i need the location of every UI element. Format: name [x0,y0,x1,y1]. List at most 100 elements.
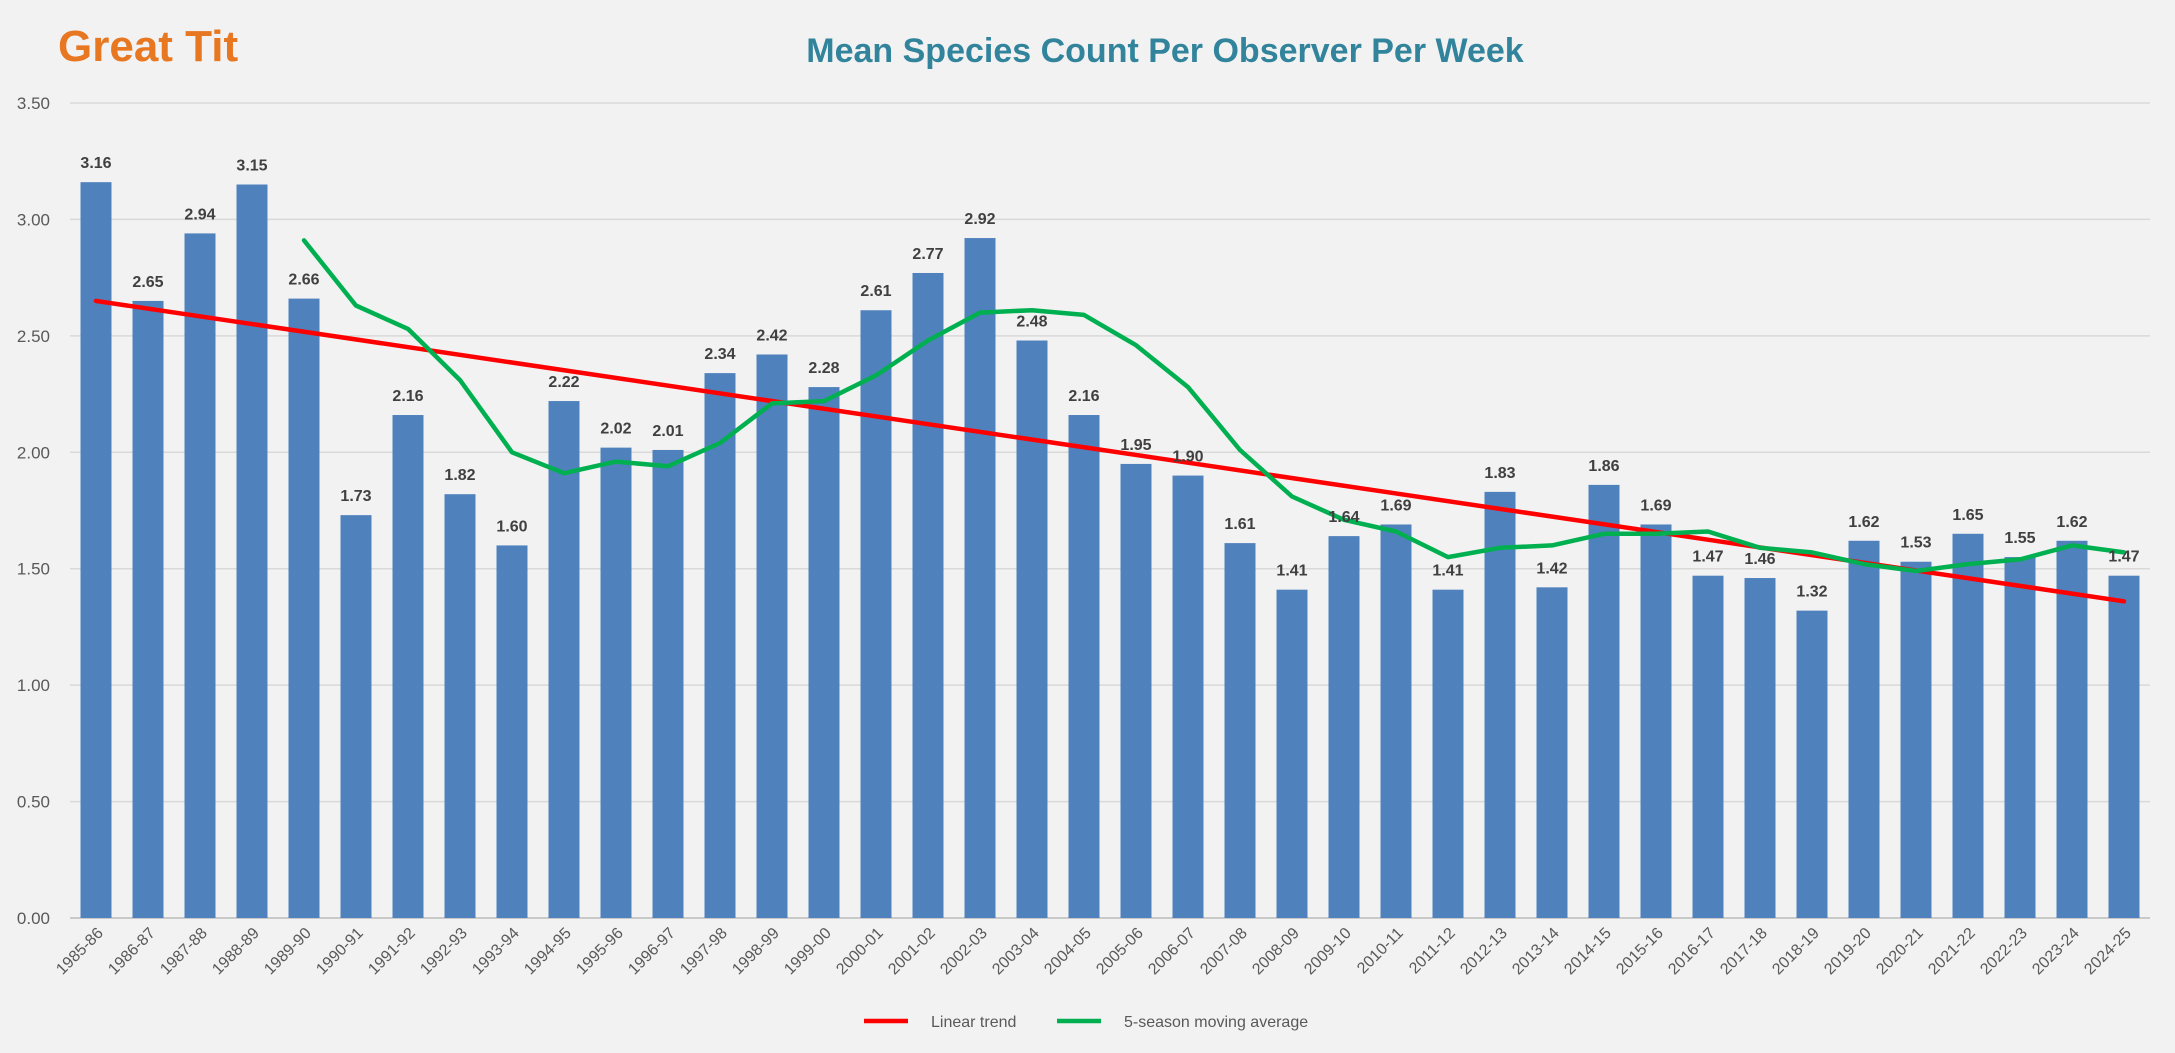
data-label: 1.83 [1484,465,1515,482]
x-tick-label: 2019-20 [1821,925,1875,979]
bar [652,449,684,918]
bar [1952,533,1984,918]
bar [1484,491,1516,918]
x-tick-label: 2024-25 [2081,925,2135,979]
data-label: 1.47 [2108,549,2139,566]
data-label: 1.95 [1120,437,1151,454]
x-tick-label: 1991-92 [365,925,419,979]
x-tick-label: 2008-09 [1249,925,1303,979]
bar [548,401,580,918]
y-tick-label: 3.00 [17,210,50,229]
bar [1900,561,1932,918]
data-label: 1.69 [1640,497,1671,514]
data-label: 1.86 [1588,458,1619,475]
bar [912,272,944,918]
bar [1016,340,1048,918]
x-tick-label: 1994-95 [521,925,575,979]
bar [392,415,424,918]
data-label: 1.90 [1172,449,1203,466]
x-tick-label: 2020-21 [1873,925,1927,979]
bar [288,298,320,919]
x-tick-label: 1997-98 [677,925,731,979]
x-tick-label: 2022-23 [1977,925,2031,979]
data-label: 2.65 [132,274,163,291]
legend-ma-label: 5-season moving average [1124,1014,1308,1031]
bar [1328,536,1360,918]
data-label: 1.41 [1432,563,1463,580]
data-label: 1.62 [1848,514,1879,531]
data-label: 2.94 [184,206,215,223]
x-tick-label: 2011-12 [1406,925,1459,978]
x-tick-label: 2017-18 [1717,925,1771,979]
x-tick-label: 2010-11 [1354,925,1407,978]
x-tick-label: 1985-86 [53,925,107,979]
y-tick-label: 1.50 [17,560,50,579]
bar [1536,587,1568,918]
x-tick-label: 1996-97 [625,925,679,979]
x-tick-label: 2016-17 [1665,925,1719,979]
y-tick-label: 0.00 [17,909,50,928]
bar [1588,484,1620,918]
x-tick-label: 2001-02 [885,925,939,979]
y-tick-label: 2.00 [17,443,50,462]
x-tick-label: 1990-91 [313,925,367,979]
bar [1120,463,1152,918]
x-tick-label: 2004-05 [1041,925,1095,979]
x-tick-label: 2002-03 [937,925,991,979]
x-tick-label: 1986-87 [105,925,159,979]
bar [2108,575,2140,918]
bar [1068,415,1100,918]
data-label: 2.42 [756,327,787,344]
x-tick-label: 1998-99 [729,925,783,979]
data-label: 1.41 [1276,563,1307,580]
x-tick-label: 1995-96 [573,925,627,979]
bar [1380,524,1412,918]
bar [1692,575,1724,918]
data-label: 1.46 [1744,551,1775,568]
x-tick-label: 1992-93 [417,925,471,979]
data-label: 2.48 [1016,314,1047,331]
data-label: 2.34 [704,346,735,363]
bar [1744,578,1776,918]
species-name: Great Tit [58,22,239,71]
data-label: 1.42 [1536,560,1567,577]
bar [80,182,112,918]
data-label: 2.16 [1068,388,1099,405]
data-label: 1.62 [2056,514,2087,531]
x-tick-label: 2012-13 [1457,925,1511,979]
bar [1224,543,1256,918]
data-label: 1.61 [1224,516,1255,533]
data-label: 3.16 [80,155,111,172]
bar [1276,589,1308,918]
x-tick-label: 2023-24 [2029,925,2083,979]
y-tick-label: 0.50 [17,793,50,812]
x-tick-label: 2014-15 [1561,925,1615,979]
x-tick-label: 2013-14 [1509,925,1563,979]
bar [2004,557,2036,918]
data-label: 1.82 [444,467,475,484]
x-tick-label: 2015-16 [1613,925,1667,979]
bar [496,545,528,918]
data-label: 1.32 [1796,584,1827,601]
bar [1432,589,1464,918]
moving-average-line [301,238,2127,574]
bar [340,515,372,918]
data-label: 2.61 [860,283,891,300]
data-label: 2.22 [548,374,579,391]
bar [964,238,996,919]
data-label: 1.65 [1952,507,1983,524]
x-tick-label: 2006-07 [1145,925,1199,979]
bar [704,373,736,919]
x-tick-label: 2007-08 [1197,925,1251,979]
legend-trend-label: Linear trend [931,1014,1016,1031]
x-tick-label: 2018-19 [1769,925,1823,979]
data-label: 1.47 [1692,549,1723,566]
chart-title: Mean Species Count Per Observer Per Week [806,32,1524,70]
bar [600,447,632,918]
x-tick-label: 1987-88 [157,925,211,979]
bar [808,387,840,919]
bar [444,494,476,918]
x-tick-label: 2005-06 [1093,925,1147,979]
